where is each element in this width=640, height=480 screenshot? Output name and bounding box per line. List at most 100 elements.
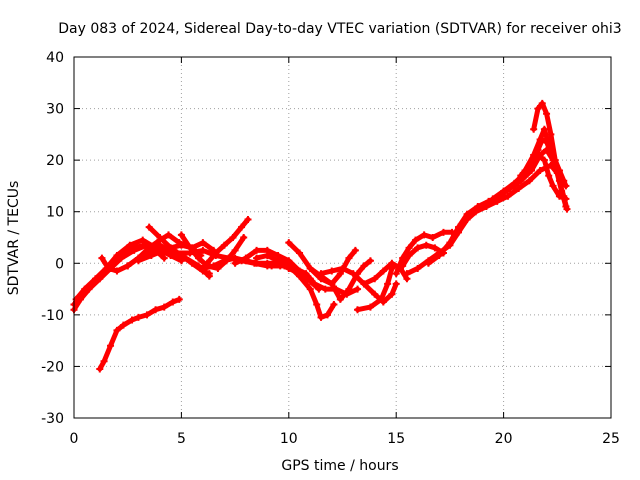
data-point [366,303,374,311]
data-point [156,249,164,257]
data-point [113,267,121,275]
data-point [534,105,542,113]
data-point [360,262,368,270]
data-point [530,125,538,133]
data-point [510,182,518,190]
data-point [354,306,362,314]
data-point [199,239,207,247]
data-point [536,136,544,144]
data-series [203,215,252,267]
data-point [388,259,396,267]
data-point [351,246,359,254]
data-point [317,313,325,321]
data-point [454,223,462,231]
plot-frame [73,56,612,419]
data-point [104,264,112,272]
data-point [500,187,508,195]
data-point [128,316,136,324]
data-point [143,311,151,319]
data-point [296,272,304,280]
data-point [165,231,173,239]
data-point [160,254,168,262]
data-point [384,280,392,288]
x-tick-label: 5 [177,431,186,447]
series-line [254,253,337,320]
data-point [134,313,142,321]
data-point [420,231,428,239]
data-point [405,252,413,260]
data-point [345,254,353,262]
data-point [366,257,374,265]
series-line [518,152,569,202]
data-point [349,270,357,278]
data-point [139,236,147,244]
data-point [555,192,563,200]
data-point [403,270,411,278]
series-line [204,216,251,266]
data-point [538,99,546,107]
series-line [307,258,373,302]
data-point [91,275,99,283]
data-point [175,295,183,303]
data-series [96,295,183,373]
data-point [119,321,127,329]
data-point [330,301,338,309]
data-point [306,285,314,293]
data-point [167,244,175,252]
x-tick-label: 20 [495,431,513,447]
data-series [253,252,338,321]
data-point [317,270,325,278]
data-point [414,264,422,272]
data-series-group [70,99,571,373]
data-point [543,110,551,118]
data-point [489,195,497,203]
data-point [156,234,164,241]
y-axis-label: SDTVAR / TECUs [6,181,22,296]
data-point [152,306,160,314]
data-point [263,252,271,260]
data-point [199,264,207,272]
data-point [229,234,237,241]
data-point [212,249,220,257]
data-point [549,182,557,190]
data-point [186,249,194,257]
data-point [405,244,413,252]
data-point [328,280,336,288]
data-point [210,262,218,270]
data-point [371,290,379,298]
x-tick-label: 0 [70,431,79,447]
data-point [145,249,153,257]
data-series [517,151,570,203]
data-series [354,264,396,314]
data-point [296,249,304,257]
data-point [160,303,168,311]
data-point [562,195,570,203]
data-point [199,246,207,254]
data-point [392,270,400,278]
data-point [504,192,512,200]
data-point [253,246,261,254]
data-point [274,257,282,265]
data-point [536,166,544,174]
data-point [205,270,213,278]
data-point [429,234,437,241]
data-point [177,231,185,239]
data-point [285,239,293,247]
data-point [177,241,185,249]
data-series [124,241,205,270]
data-point [124,262,132,270]
data-point [313,301,321,309]
y-tick-label: -30 [41,411,64,427]
y-tick-label: 30 [46,102,64,118]
data-point [414,244,422,252]
data-point [392,280,400,288]
data-point [268,262,276,270]
data-point [253,254,261,262]
chart-title: Day 083 of 2024, Sidereal Day-to-day VTE… [58,21,621,37]
data-point [545,172,553,180]
data-point [169,298,177,306]
data-point [412,236,420,244]
data-point [463,210,471,218]
